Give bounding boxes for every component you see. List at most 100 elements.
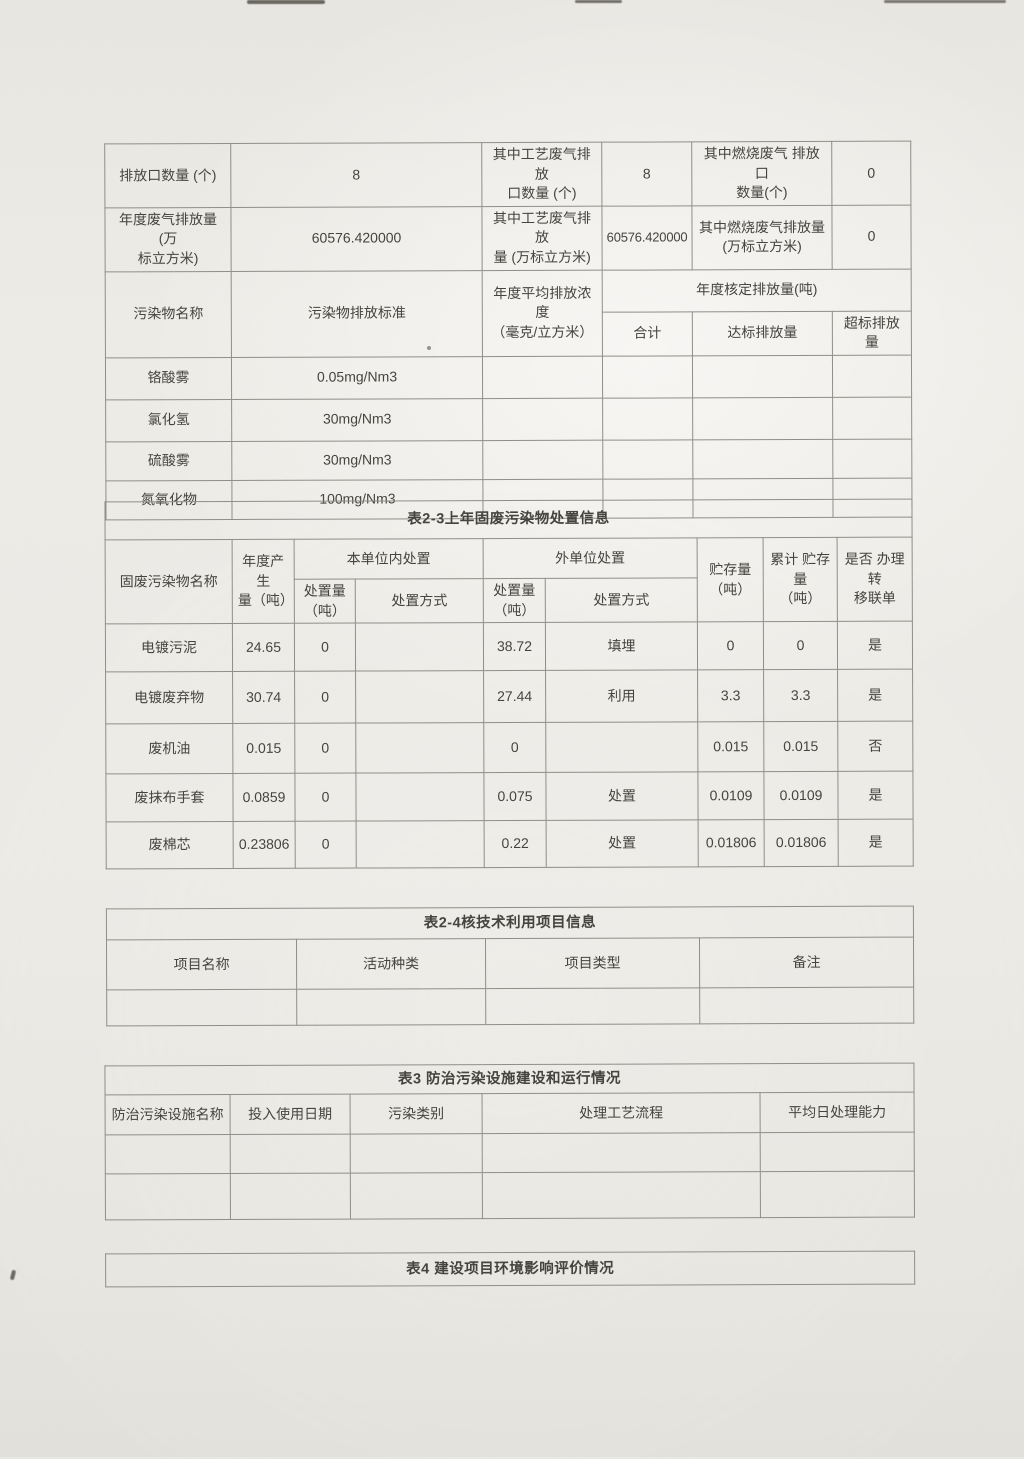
empty-cell [296, 988, 486, 1026]
header-activity-type: 活动种类 [296, 938, 486, 990]
pollutant-concentration [482, 355, 603, 399]
header-exceeding: 超标排放量 [832, 310, 912, 356]
pollutant-standard: 30mg/Nm3 [231, 440, 483, 481]
pollutant-total [602, 355, 693, 398]
waste-row: 废机油 0.015 0 0 0.015 0.015 否 [105, 721, 913, 775]
pollutant-row: 铬酸雾 0.05mg/Nm3 [105, 354, 912, 400]
waste-name: 电镀废弃物 [105, 671, 233, 725]
pollutant-header-row: 污染物名称 污染物排放标准 年度平均排放浓度 （毫克/立方米） 年度核定排放量(… [105, 268, 912, 358]
empty-cell [230, 1134, 351, 1174]
empty-cell [485, 987, 700, 1025]
waste-name: 废机油 [105, 723, 233, 775]
scan-artifact-top-3 [884, 0, 1006, 3]
facility-header-row: 防治污染设施名称 投入使用日期 污染类别 处理工艺流程 平均日处理能力 [105, 1092, 915, 1135]
header-offsite-method: 处置方式 [545, 577, 698, 623]
waste-annual: 0.0859 [232, 773, 296, 822]
header-project-name: 项目名称 [106, 939, 297, 990]
emissions-table: 排放口数量 (个) 8 其中工艺废气排放 口数量 (个) 8 其中燃烧废气 排放… [104, 141, 913, 521]
waste-onsite-qty: 0 [295, 821, 357, 869]
empty-cell [230, 1173, 351, 1220]
pollutant-concentration [482, 397, 603, 441]
empty-cell [482, 1171, 761, 1219]
waste-offsite-qty: 38.72 [483, 622, 546, 671]
waste-manifest: 是 [837, 669, 913, 722]
waste-offsite-qty: 0 [483, 722, 546, 773]
eia-title-row: 表4 建设项目环境影响评价情况 [105, 1251, 915, 1287]
empty-cell [482, 1132, 761, 1173]
waste-storage: 0.01806 [698, 819, 765, 868]
nuclear-header-row: 项目名称 活动种类 项目类型 备注 [106, 937, 914, 990]
solid-waste-header-row: 固废污染物名称 年度产生 量（吨） 本单位内处置 外单位处置 贮存量 （吨） 累… [105, 537, 913, 625]
waste-annual: 30.74 [232, 671, 295, 724]
header-transfer-manifest: 是否 办理转 移联单 [837, 537, 913, 622]
header-onsite-method: 处置方式 [355, 578, 484, 624]
facility-empty-row [105, 1171, 915, 1220]
waste-name: 废棉芯 [106, 821, 234, 870]
header-compliant: 达标排放量 [692, 310, 833, 356]
waste-cumulative: 0.01806 [764, 819, 839, 867]
nuclear-title-row: 表2-4核技术利用项目信息 [106, 906, 914, 940]
waste-offsite-method [545, 722, 698, 773]
empty-cell [760, 1132, 915, 1172]
waste-onsite-qty: 0 [294, 671, 356, 724]
waste-offsite-qty: 0.22 [484, 820, 547, 868]
pollutant-name: 硫酸雾 [105, 441, 232, 481]
pollutant-name: 氯化氢 [105, 399, 232, 442]
waste-cumulative: 0 [763, 621, 838, 670]
pollutant-exceeding [832, 396, 912, 440]
waste-name: 废抹布手套 [105, 773, 234, 823]
waste-row: 电镀污泥 24.65 0 38.72 填埋 0 0 是 [105, 621, 913, 673]
nuclear-empty-row [106, 987, 914, 1026]
solid-waste-table-title: 表2-3上年固废污染物处置信息 [104, 499, 913, 540]
waste-annual: 24.65 [232, 623, 295, 672]
empty-cell [106, 989, 297, 1026]
header-offsite-qty: 处置量 （吨） [483, 578, 546, 623]
facility-table-title: 表3 防治污染设施建设和运行情况 [104, 1063, 915, 1095]
scan-artifact-top-2 [575, 0, 622, 3]
nuclear-table-title: 表2-4核技术利用项目信息 [106, 906, 914, 940]
process-outlet-label: 其中工艺废气排放 口数量 (个) [481, 142, 602, 207]
header-avg-concentration: 年度平均排放浓度 （毫克/立方米） [482, 269, 603, 357]
waste-storage: 0.015 [697, 721, 764, 773]
waste-row: 废棉芯 0.23806 0 0.22 处置 0.01806 0.01806 是 [106, 819, 914, 870]
facility-title-row: 表3 防治污染设施建设和运行情况 [104, 1063, 915, 1095]
pollutant-row: 硫酸雾 30mg/Nm3 [105, 438, 912, 481]
pollutant-row: 氯化氢 30mg/Nm3 [105, 396, 912, 442]
waste-storage: 3.3 [697, 669, 764, 723]
waste-offsite-method: 利用 [545, 670, 698, 723]
combustion-emission-value: 0 [831, 204, 912, 269]
empty-cell [350, 1172, 483, 1220]
waste-row: 废抹布手套 0.0859 0 0.075 处置 0.0109 0.0109 是 [105, 771, 914, 823]
process-emission-value: 60576.420000 [601, 205, 693, 270]
waste-onsite-method [355, 622, 484, 672]
pollutant-standard: 30mg/Nm3 [231, 398, 483, 442]
waste-storage: 0.0109 [697, 771, 765, 821]
header-emission-standard: 污染物排放标准 [231, 270, 483, 358]
scan-artifact-top-1 [247, 0, 325, 4]
pollutant-compliant [692, 397, 833, 440]
waste-annual: 0.015 [232, 723, 295, 774]
outlet-count-label: 排放口数量 (个) [104, 143, 231, 208]
header-waste-name: 固废污染物名称 [105, 539, 233, 625]
pollutant-standard: 0.05mg/Nm3 [231, 356, 483, 400]
header-storage: 贮存量 （吨） [697, 537, 764, 623]
pollutant-total [602, 397, 693, 440]
waste-row: 电镀废弃物 30.74 0 27.44 利用 3.3 3.3 是 [105, 669, 913, 725]
waste-onsite-qty: 0 [294, 723, 356, 774]
waste-storage: 0 [697, 621, 764, 671]
header-total: 合计 [602, 311, 693, 356]
combustion-outlet-label: 其中燃烧废气 排放口 数量(个) [691, 141, 832, 206]
solid-waste-title-row: 表2-3上年固废污染物处置信息 [104, 499, 913, 540]
header-onsite-qty: 处置量 （吨） [294, 579, 356, 624]
header-approved-emission: 年度核定排放量(吨) [602, 268, 912, 312]
waste-offsite-qty: 0.075 [483, 772, 547, 821]
waste-onsite-method [355, 772, 485, 822]
header-pollution-category: 污染类别 [350, 1093, 483, 1135]
header-commission-date: 投入使用日期 [230, 1094, 351, 1135]
waste-cumulative: 0.015 [763, 721, 838, 772]
waste-onsite-qty: 0 [294, 623, 356, 672]
header-offsite-disposal: 外单位处置 [483, 537, 698, 579]
outlet-count-value: 8 [230, 142, 482, 208]
